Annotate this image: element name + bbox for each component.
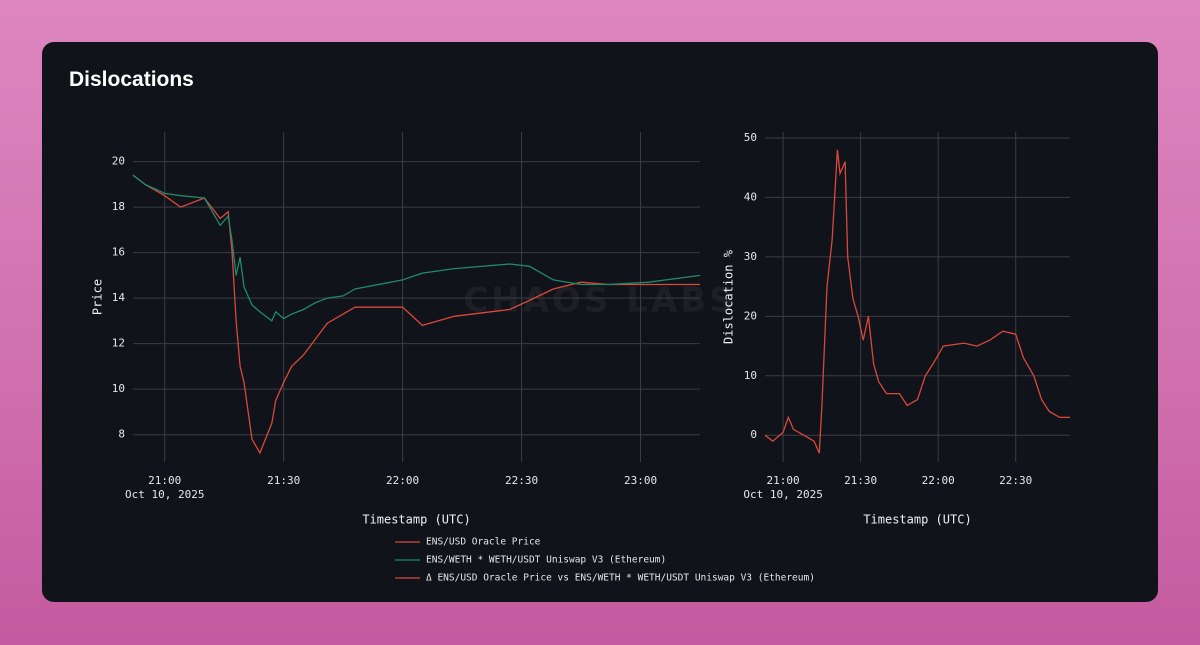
series-line: [132, 174, 701, 322]
page-title: Dislocations: [69, 68, 194, 91]
y-tick-label: 10: [744, 369, 757, 382]
y-axis-title: Dislocation %: [722, 249, 736, 344]
series-line: [132, 174, 700, 455]
y-tick-label: 40: [744, 190, 757, 203]
series-line: [764, 149, 1070, 454]
x-tick-label: 22:30: [999, 474, 1032, 487]
y-tick-label: 30: [744, 250, 757, 263]
x-date-label: Oct 10, 2025: [743, 488, 822, 501]
y-tick-label: 16: [112, 246, 125, 259]
y-tick-label: 50: [744, 131, 757, 144]
x-tick-label: 22:30: [505, 474, 538, 487]
y-tick-label: 18: [112, 200, 125, 213]
card: Dislocations: [42, 42, 1158, 602]
x-tick-label: 21:00: [767, 474, 800, 487]
y-tick-label: 12: [112, 337, 125, 350]
legend-entry: Δ ENS/USD Oracle Price vs ENS/WETH * WET…: [426, 573, 815, 584]
x-tick-label: 21:30: [267, 474, 300, 487]
legend-entry: ENS/USD Oracle Price: [426, 537, 541, 548]
legend-entry: ENS/WETH * WETH/USDT Uniswap V3 (Ethereu…: [426, 555, 666, 566]
y-axis-title: Price: [91, 279, 105, 315]
y-tick-label: 10: [112, 382, 125, 395]
x-axis-title: Timestamp (UTC): [863, 513, 971, 527]
y-tick-label: 14: [112, 291, 126, 304]
y-tick-label: 20: [112, 155, 125, 168]
y-tick-label: 8: [118, 428, 125, 441]
x-tick-label: 22:00: [922, 474, 955, 487]
x-tick-label: 22:00: [386, 474, 419, 487]
x-axis-title: Timestamp (UTC): [362, 513, 470, 527]
x-tick-label: 23:00: [624, 474, 657, 487]
watermark: CHAOS LABS: [463, 281, 736, 321]
y-tick-label: 20: [744, 309, 757, 322]
x-tick-label: 21:00: [148, 474, 181, 487]
x-tick-label: 21:30: [844, 474, 877, 487]
x-date-label: Oct 10, 2025: [125, 488, 204, 501]
y-tick-label: 0: [750, 428, 757, 441]
